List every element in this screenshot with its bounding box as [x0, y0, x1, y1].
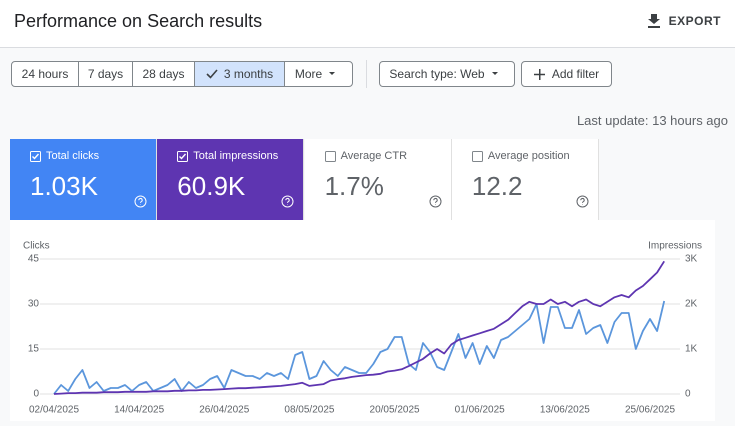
help-circle — [134, 195, 147, 208]
series-line — [53, 300, 666, 395]
card-label: Total impressions — [193, 150, 279, 162]
checkbox[interactable] — [324, 150, 336, 162]
more-chip[interactable]: More — [284, 61, 353, 87]
add-filter-chip[interactable]: Add filter — [521, 61, 612, 87]
y2-tick-label: 2K — [685, 299, 698, 310]
help-mark — [580, 198, 585, 205]
y-tick-label: 30 — [28, 299, 40, 310]
checkbox-box — [471, 150, 483, 162]
y2-tick-label: 1K — [685, 344, 698, 355]
range-label: 24 hours — [21, 67, 69, 81]
y2-tick-label: 3K — [685, 254, 698, 265]
x-tick-label: 13/06/2025 — [540, 405, 590, 416]
x-tick-label: 14/04/2025 — [114, 405, 164, 416]
check-icon — [206, 69, 218, 79]
y-tick-label: 45 — [28, 254, 40, 265]
range-label: 28 days — [142, 67, 185, 81]
card-label-row: Total clicks — [30, 150, 99, 162]
range-chip[interactable]: 24 hours — [11, 61, 79, 87]
dropdown-icon — [491, 72, 498, 75]
export-label: EXPORT — [668, 14, 721, 28]
add-filter-label: Add filter — [551, 67, 600, 81]
download-icon — [647, 14, 660, 28]
x-tick-label: 02/04/2025 — [29, 405, 79, 416]
page-title: Performance on Search results — [14, 11, 263, 31]
metric-card[interactable]: Total clicks 1.03K — [10, 139, 157, 220]
search-type-chip[interactable]: Search type: Web — [379, 61, 515, 87]
card-label: Total clicks — [46, 150, 100, 162]
help-mark — [138, 198, 143, 205]
help-icon[interactable] — [429, 195, 442, 208]
range-chip[interactable]: 28 days — [132, 61, 195, 87]
help-mark — [432, 198, 438, 205]
x-tick-label: 25/06/2025 — [625, 405, 675, 416]
card-value: 60.9K — [177, 171, 246, 201]
export-button[interactable]: EXPORT — [647, 14, 721, 28]
card-label-row: Average position — [471, 150, 570, 162]
help-circle — [281, 195, 294, 208]
range-chip[interactable]: 3 months — [194, 61, 285, 87]
range-label: 7 days — [87, 67, 124, 81]
card-value: 12.2 — [471, 171, 523, 201]
chart: Clicks Impressions 0 15 30 45 0 1K 2K 3K 02/04/202… — [23, 241, 702, 416]
last-update: Last update: 13 hours ago — [576, 113, 728, 128]
help-icon[interactable] — [576, 195, 589, 208]
metric-card[interactable]: Average CTR 1.7% — [304, 139, 452, 220]
series-line — [53, 260, 665, 395]
search-type-label: Search type: Web — [389, 67, 485, 81]
help-icon[interactable] — [134, 195, 147, 208]
separator — [366, 60, 367, 88]
checkbox[interactable] — [30, 150, 41, 162]
metric-card[interactable]: Average position 12.2 — [451, 139, 599, 220]
range-label: 3 months — [223, 67, 274, 81]
checkbox[interactable] — [471, 150, 483, 162]
check-path — [206, 69, 218, 79]
checkbox-tick — [179, 153, 187, 160]
y2-tick-label: 0 — [685, 389, 691, 400]
card-label: Average position — [487, 150, 570, 162]
help-icon[interactable] — [281, 195, 294, 208]
help-mark — [285, 198, 290, 205]
card-label: Average CTR — [340, 150, 408, 162]
dropdown-path — [329, 72, 336, 75]
card-label-row: Total impressions — [177, 150, 278, 162]
help-circle — [576, 195, 589, 208]
checkbox-box — [177, 150, 189, 162]
checkbox-tick — [32, 153, 40, 160]
chart-panel: Clicks Impressions 0 15 30 45 0 1K 2K 3K 02/04/202… — [10, 220, 715, 421]
more-label: More — [294, 67, 323, 81]
top-bar: Performance on Search results EXPORT — [0, 0, 735, 48]
y-axis-title: Clicks — [23, 241, 50, 252]
checkbox-box — [30, 150, 41, 162]
x-tick-label: 01/06/2025 — [455, 405, 505, 416]
y-tick-label: 15 — [28, 344, 40, 355]
card-label-row: Average CTR — [324, 150, 408, 162]
range-chip[interactable]: 7 days — [78, 61, 133, 87]
plus-icon — [533, 68, 545, 80]
x-tick-label: 20/05/2025 — [370, 405, 420, 416]
checkbox[interactable] — [177, 150, 189, 162]
y-tick-label: 0 — [33, 389, 39, 400]
dropdown-icon — [329, 72, 336, 75]
y2-axis-title: Impressions — [648, 241, 702, 252]
x-tick-label: 26/04/2025 — [199, 405, 249, 416]
x-tick-label: 08/05/2025 — [284, 405, 334, 416]
help-circle — [429, 195, 442, 208]
card-value: 1.03K — [30, 171, 98, 201]
checkbox-box — [324, 150, 336, 162]
metric-card[interactable]: Total impressions 60.9K — [157, 139, 305, 220]
card-value: 1.7% — [324, 171, 384, 201]
